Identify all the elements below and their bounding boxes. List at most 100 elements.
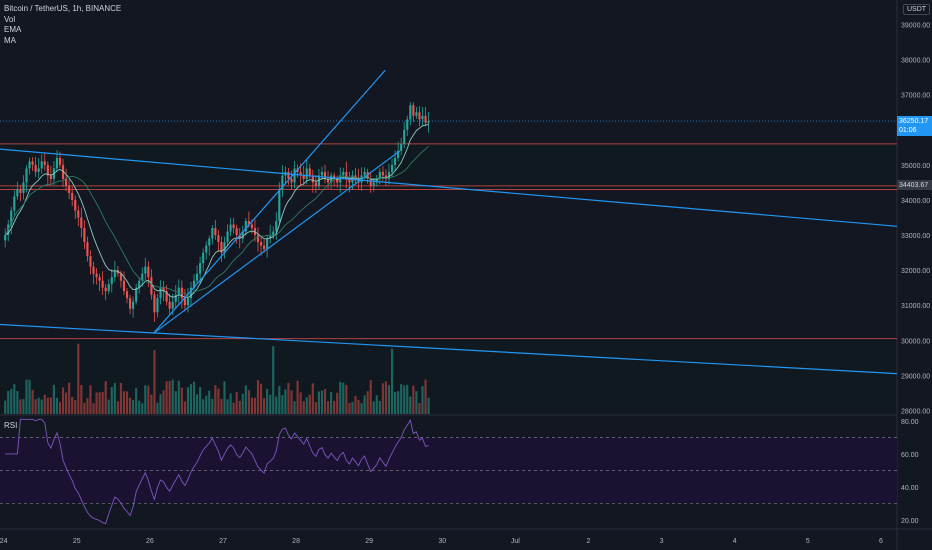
candle-body [119, 273, 122, 281]
time-tick-label: 3 [660, 538, 664, 545]
candle-body [10, 210, 13, 225]
candle-body [58, 157, 62, 165]
volume-bar [13, 384, 16, 414]
volume-bar [174, 391, 177, 414]
candle-body [13, 196, 16, 211]
volume-bar [375, 395, 378, 414]
volume-bar [77, 343, 80, 414]
indicator-ma[interactable]: MA [4, 35, 16, 45]
price-tick-label: 32000.00 [901, 268, 930, 275]
candle-body [95, 273, 98, 278]
volume-bar [98, 392, 101, 414]
candle-body [275, 221, 278, 232]
volume-bar [159, 394, 162, 414]
volume-bar [226, 399, 229, 414]
symbol-title[interactable]: Bitcoin / TetherUS, 1h, BINANCE [4, 4, 122, 13]
candle-body [205, 245, 208, 253]
candle-body [37, 168, 40, 172]
volume-bar [381, 383, 384, 414]
candle-body [266, 238, 269, 250]
candle-body [226, 231, 229, 243]
volume-bar [86, 398, 89, 414]
volume-bar [129, 397, 132, 414]
time-tick-label: 2 [587, 538, 591, 545]
candle-body [104, 287, 107, 292]
candle-body [43, 161, 46, 165]
volume-bar [418, 403, 421, 414]
volume-bar [256, 380, 260, 414]
candle-body [232, 224, 235, 229]
candle-body [199, 263, 202, 274]
price-tick-label: 34000.00 [901, 198, 930, 205]
candle-body [390, 164, 394, 172]
volume-bar [208, 390, 211, 414]
candle-body [159, 287, 162, 299]
volume-bar [141, 403, 144, 414]
price-tick-label: 33000.00 [901, 233, 930, 240]
volume-bar [192, 381, 196, 414]
currency-badge[interactable]: USDT [903, 4, 931, 15]
candle-body [19, 189, 22, 193]
candle-body [22, 182, 25, 193]
indicator-ema[interactable]: EMA [4, 25, 22, 34]
candle-body [186, 298, 190, 306]
candle-body [110, 277, 113, 285]
candle-body [25, 168, 28, 183]
candle-body [28, 161, 31, 169]
zone-shade [0, 143, 897, 190]
candle-body [211, 228, 214, 239]
volume-bar [378, 400, 381, 414]
volume-bar [135, 388, 138, 414]
level-price-tag: 34403.67 [897, 180, 932, 190]
volume-bar [49, 397, 52, 414]
volume-bar [314, 402, 317, 414]
volume-bars [4, 343, 430, 414]
candle-body [65, 178, 68, 186]
volume-bar [113, 382, 116, 414]
candle-body [80, 217, 83, 229]
volume-bar [110, 387, 113, 414]
volume-bar [220, 399, 223, 414]
time-tick-label: 27 [219, 538, 227, 545]
candle-body [83, 228, 86, 243]
candle-body [308, 168, 311, 176]
volume-bar [263, 398, 266, 414]
last-price-value: 36250.17 [899, 118, 929, 125]
volume-bar [339, 381, 342, 414]
candle-body [241, 231, 244, 239]
volume-bar [122, 391, 126, 414]
volume-bar [241, 393, 244, 414]
indicator-vol[interactable]: Vol [4, 14, 16, 24]
volume-bar [83, 402, 86, 414]
volume-bar [390, 348, 394, 414]
candle-body [235, 228, 238, 236]
candle-body [34, 164, 37, 172]
volume-bar [132, 400, 135, 414]
candle-body [125, 291, 129, 299]
rsi-line [5, 418, 429, 525]
candle-body [342, 171, 345, 176]
volume-bar [357, 399, 360, 414]
volume-bar [116, 401, 119, 414]
descending-support-trendline [0, 323, 898, 375]
candle-body [409, 105, 412, 120]
volume-bar [409, 396, 412, 414]
volume-bar [342, 382, 345, 414]
indicator-rsi[interactable]: RSI [4, 421, 18, 430]
candle-body [147, 266, 150, 278]
candle-body [369, 178, 372, 186]
candle-body [71, 192, 74, 200]
volume-bar [183, 401, 186, 414]
volume-bar [55, 397, 59, 414]
price-tick-label: 37000.00 [901, 93, 930, 100]
price-tick-label: 30000.00 [901, 338, 930, 345]
volume-bar [180, 387, 183, 414]
candle-body [4, 235, 7, 241]
candle-body [336, 178, 339, 183]
candle-body [247, 221, 250, 225]
price-tick-label: 29000.00 [901, 373, 930, 380]
candle-body [259, 242, 263, 246]
volume-bar [247, 390, 250, 414]
